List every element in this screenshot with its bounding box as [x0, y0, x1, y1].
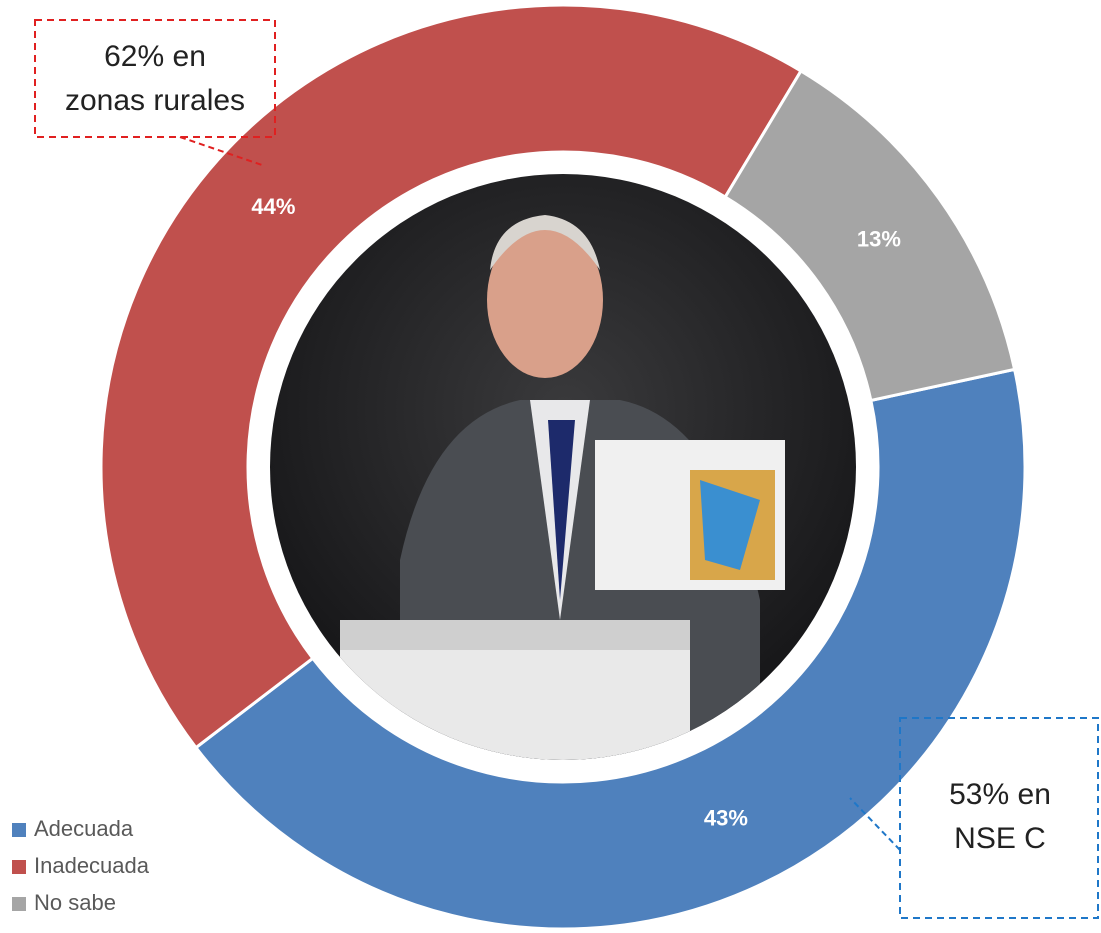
value-label: 43% [704, 805, 748, 830]
annotation-text: NSE C [954, 822, 1046, 855]
legend: Adecuada Inadecuada No sabe [12, 816, 150, 915]
legend-label: Inadecuada [34, 853, 150, 878]
legend-swatch [12, 897, 26, 911]
annotation-text: 62% en [104, 40, 206, 73]
slice [99, 3, 804, 750]
slices: 43% 44% 13% [99, 3, 1027, 931]
legend-label: No sabe [34, 890, 116, 915]
annotation-rural: 62% en zonas rurales [34, 19, 276, 166]
legend-label: Adecuada [34, 816, 134, 841]
annotation-nse: 53% en NSE C [849, 717, 1099, 919]
slice [723, 68, 1017, 403]
value-label: 44% [251, 194, 295, 219]
legend-swatch [12, 823, 26, 837]
slice [193, 367, 1027, 931]
annotation-text: 53% en [949, 778, 1051, 811]
value-label: 13% [857, 227, 901, 252]
annotation-text: zonas rurales [65, 84, 245, 117]
photo [270, 174, 856, 760]
legend-swatch [12, 860, 26, 874]
